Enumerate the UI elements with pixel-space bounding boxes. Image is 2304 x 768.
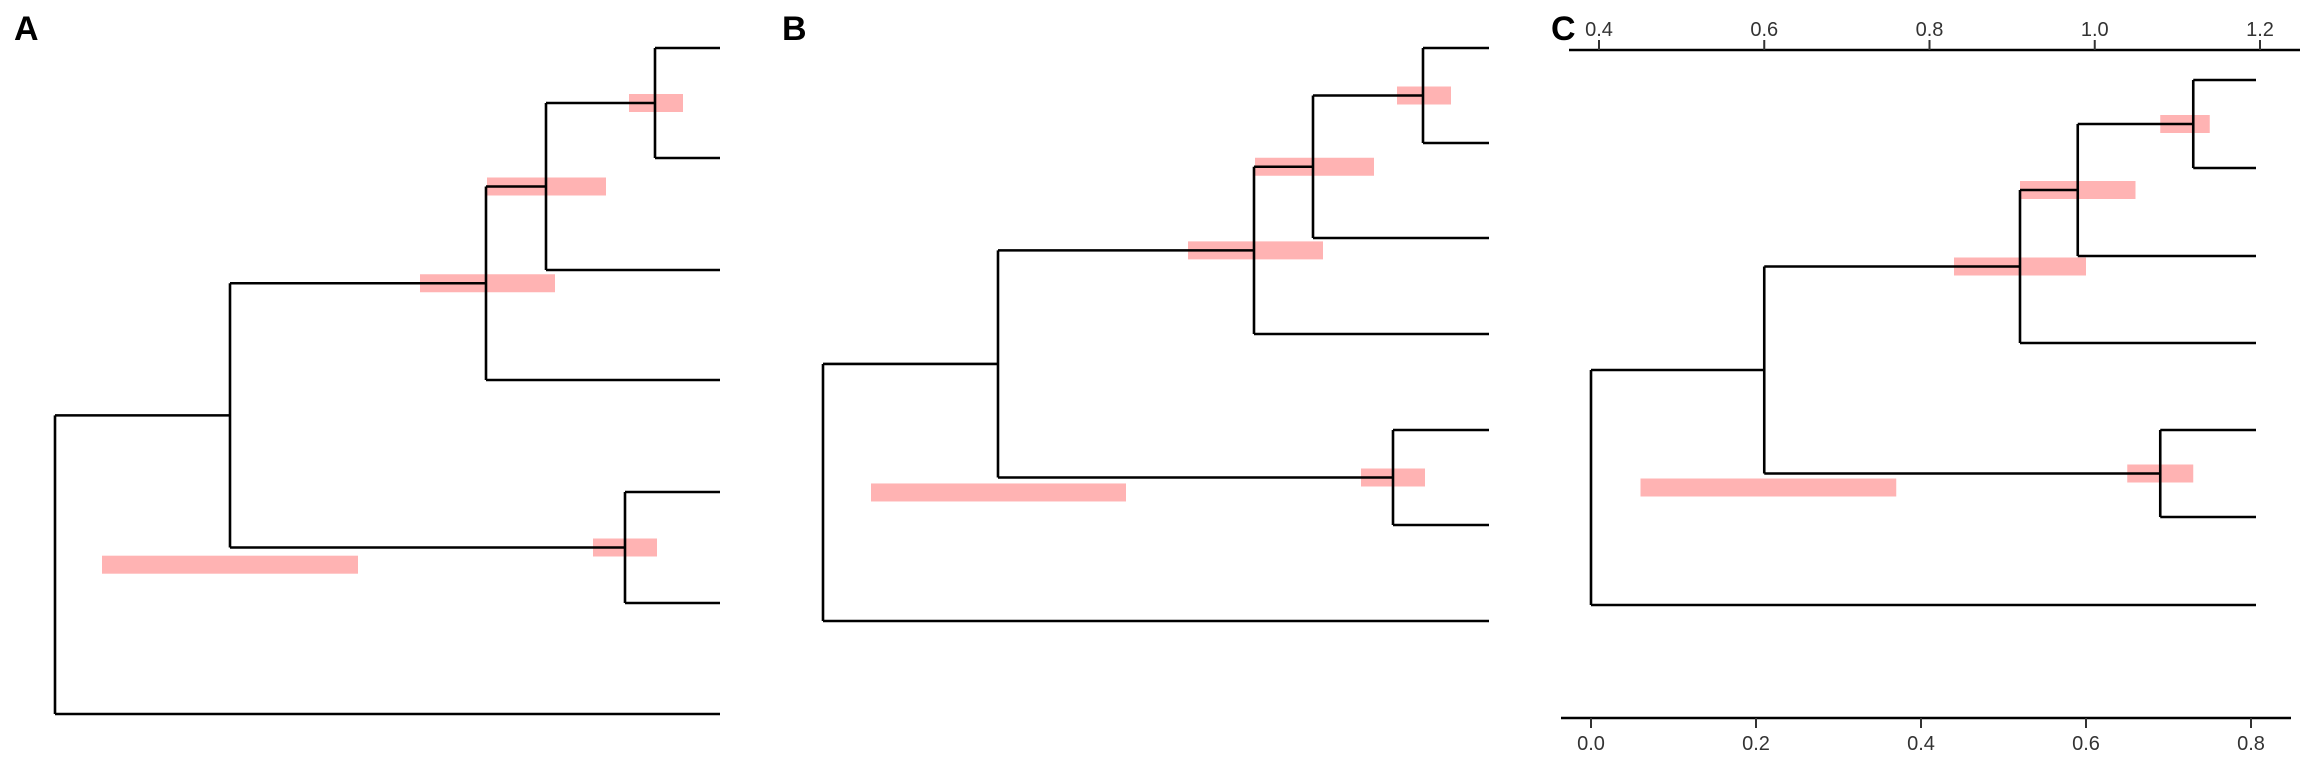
panel-label-c: C <box>1551 10 1576 48</box>
bottom-tick-label-1: 0.2 <box>1742 733 1770 755</box>
bottom-tick-label-4: 0.8 <box>2237 733 2265 755</box>
panel-label-b: B <box>782 10 807 48</box>
hpd-bar-root <box>871 483 1126 502</box>
top-tick-label-0: 0.4 <box>1585 19 1613 41</box>
bottom-tick-label-2: 0.4 <box>1907 733 1935 755</box>
panel-c: C 0.4 0.6 0.8 1.0 1.2 0.0 0.2 0.4 0.6 0.8 <box>1551 10 2300 755</box>
hpd-bar-n3 <box>1255 157 1374 176</box>
panel-label-a: A <box>14 10 39 48</box>
top-tick-label-1: 0.6 <box>1750 19 1778 41</box>
hpd-bar-root <box>1640 478 1897 497</box>
top-tick-label-3: 1.0 <box>2081 19 2109 41</box>
hpd-bar-n2 <box>1188 241 1323 260</box>
hpd-bar-root <box>102 555 358 574</box>
top-tick-label-4: 1.2 <box>2246 19 2274 41</box>
top-tick-label-2: 0.8 <box>1916 19 1944 41</box>
bottom-tick-label-3: 0.6 <box>2072 733 2100 755</box>
panel-b: B <box>782 10 1489 623</box>
hpd-bar-n2 <box>420 274 555 293</box>
bottom-tick-label-0: 0.0 <box>1577 733 1605 755</box>
panel-a: A <box>14 10 720 716</box>
